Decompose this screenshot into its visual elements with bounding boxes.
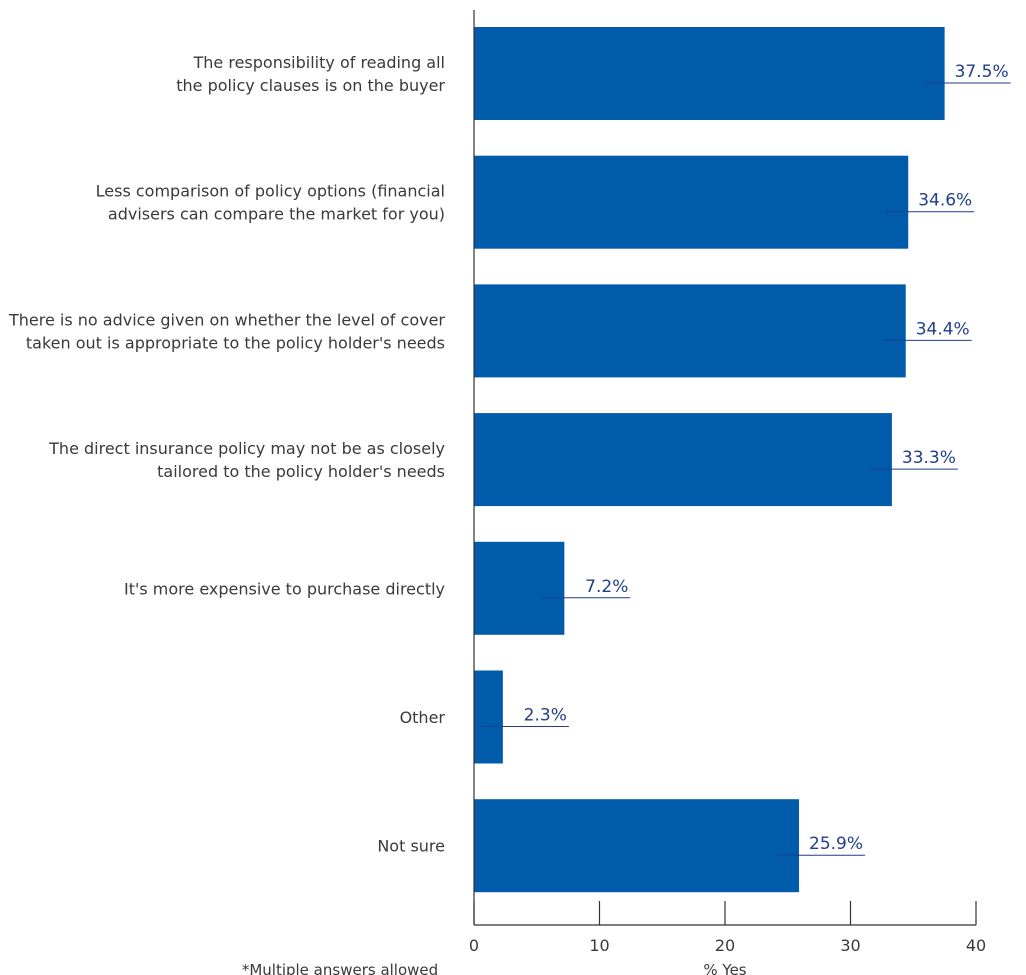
category-label: taken out is appropriate to the policy h…: [26, 333, 445, 352]
value-label: 7.2%: [585, 577, 628, 597]
category-label: advisers can compare the market for you): [108, 205, 445, 224]
x-tick-label: 0: [469, 936, 479, 955]
value-label: 2.3%: [524, 706, 567, 726]
category-label: Less comparison of policy options (finan…: [96, 182, 445, 201]
x-tick-label: 20: [715, 936, 735, 955]
category-label: tailored to the policy holder's needs: [157, 462, 445, 481]
bar: [474, 155, 909, 249]
bar: [474, 799, 800, 893]
bar: [474, 541, 565, 635]
category-label: Not sure: [377, 837, 445, 856]
axes: 0 10 20 30 40: [469, 10, 986, 955]
bar: [474, 413, 892, 507]
category-label: The responsibility of reading all: [193, 53, 446, 72]
category-label: Other: [400, 708, 446, 727]
footnote: *Multiple answers allowed: [242, 961, 438, 975]
x-tick-label: 30: [840, 936, 860, 955]
bars-group: [474, 27, 945, 893]
value-label: 34.4%: [916, 319, 970, 339]
category-label: It's more expensive to purchase directly: [124, 579, 445, 598]
value-label: 37.5%: [955, 62, 1009, 82]
category-label: There is no advice given on whether the …: [8, 310, 445, 329]
value-label: 34.6%: [918, 191, 972, 211]
bar: [474, 670, 503, 764]
value-labels: 37.5% 34.6% 34.4% 33.3% 7.2% 2.3% 25.9%: [480, 62, 1011, 856]
bar: [474, 284, 906, 378]
category-label: The direct insurance policy may not be a…: [48, 439, 445, 458]
category-label: the policy clauses is on the buyer: [176, 76, 445, 95]
value-label: 25.9%: [809, 834, 863, 854]
value-label: 33.3%: [902, 448, 956, 468]
x-axis-title: % Yes: [703, 961, 746, 975]
category-labels: The responsibility of reading all the pol…: [8, 53, 445, 856]
x-tick-label: 40: [966, 936, 986, 955]
x-tick-label: 10: [589, 936, 609, 955]
bar: [474, 27, 945, 120]
